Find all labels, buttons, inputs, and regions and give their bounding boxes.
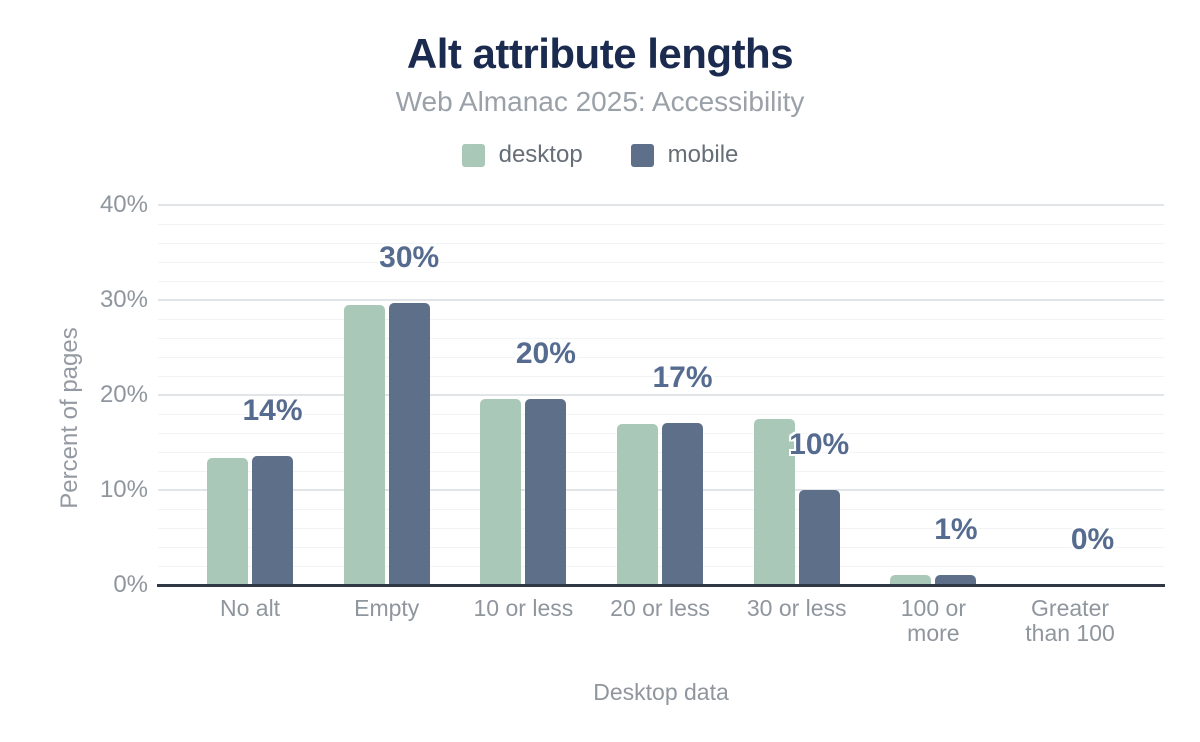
bar-value-label: 1% xyxy=(934,512,978,546)
minor-gridline xyxy=(158,224,1164,225)
y-axis-title: Percent of pages xyxy=(56,327,83,509)
y-tick-label: 20% xyxy=(99,381,148,408)
legend-item-mobile[interactable]: mobile xyxy=(630,141,739,169)
bar-value-label: 17% xyxy=(652,360,713,394)
y-tick-label: 40% xyxy=(99,191,148,218)
bar-mobile-no-alt[interactable] xyxy=(252,456,294,585)
bar-mobile-30-or-less[interactable] xyxy=(798,490,840,585)
bar-value-label: 14% xyxy=(242,393,303,427)
minor-gridline xyxy=(158,547,1164,548)
legend: desktop mobile xyxy=(0,141,1200,169)
minor-gridline xyxy=(158,338,1164,339)
desktop-swatch-icon xyxy=(461,143,485,167)
minor-gridline xyxy=(158,566,1164,567)
bar-value-label: 20% xyxy=(515,336,576,370)
bar-value-label: 30% xyxy=(379,240,440,274)
minor-gridline xyxy=(158,357,1164,358)
x-tick-label-greater-than-100: Greater than 100 xyxy=(1025,595,1115,646)
minor-gridline xyxy=(158,319,1164,320)
minor-gridline xyxy=(158,433,1164,434)
x-tick-label-30-or-less: 30 or less xyxy=(746,595,847,621)
bar-desktop-10-or-less[interactable] xyxy=(480,399,522,585)
bar-desktop-empty[interactable] xyxy=(343,305,385,585)
major-gridline xyxy=(158,394,1164,396)
legend-item-desktop[interactable]: desktop xyxy=(461,141,583,169)
x-axis-line xyxy=(157,584,1165,587)
y-tick-label: 10% xyxy=(99,476,148,503)
bar-desktop-20-or-less[interactable] xyxy=(617,424,659,585)
bar-desktop-100-or-more[interactable] xyxy=(890,575,932,585)
bar-mobile-10-or-less[interactable] xyxy=(525,399,567,585)
chart-title: Alt attribute lengths xyxy=(406,30,794,77)
minor-gridline xyxy=(158,471,1164,472)
legend-label-desktop: desktop xyxy=(498,141,583,168)
bar-desktop-no-alt[interactable] xyxy=(207,458,249,585)
mobile-swatch-icon xyxy=(630,143,654,167)
x-tick-label-100-or-more: 100 or more xyxy=(900,595,966,646)
minor-gridline xyxy=(158,262,1164,263)
x-axis-title: Desktop data xyxy=(593,679,729,705)
minor-gridline xyxy=(158,414,1164,415)
bar-mobile-20-or-less[interactable] xyxy=(662,423,704,585)
y-tick-label: 30% xyxy=(99,286,148,313)
minor-gridline xyxy=(158,509,1164,510)
bar-mobile-100-or-more[interactable] xyxy=(935,575,977,585)
major-gridline xyxy=(158,299,1164,301)
minor-gridline xyxy=(158,452,1164,453)
x-tick-label-no-alt: No alt xyxy=(219,595,281,621)
minor-gridline xyxy=(158,243,1164,244)
bar-desktop-30-or-less[interactable] xyxy=(753,419,795,585)
y-tick-label: 0% xyxy=(113,571,148,598)
minor-gridline xyxy=(158,376,1164,377)
chart-subtitle: Web Almanac 2025: Accessibility xyxy=(395,86,805,117)
x-tick-label-20-or-less: 20 or less xyxy=(610,595,710,621)
major-gridline xyxy=(158,489,1164,491)
x-tick-label-empty: Empty xyxy=(354,595,420,621)
bar-value-label: 10% xyxy=(789,428,850,461)
major-gridline xyxy=(158,204,1164,206)
bar-value-label: 0% xyxy=(1070,523,1115,556)
minor-gridline xyxy=(158,528,1164,529)
x-tick-label-10-or-less: 10 or less xyxy=(473,595,574,621)
bar-mobile-empty[interactable] xyxy=(388,303,430,585)
minor-gridline xyxy=(158,281,1164,282)
legend-label-mobile: mobile xyxy=(667,141,739,168)
